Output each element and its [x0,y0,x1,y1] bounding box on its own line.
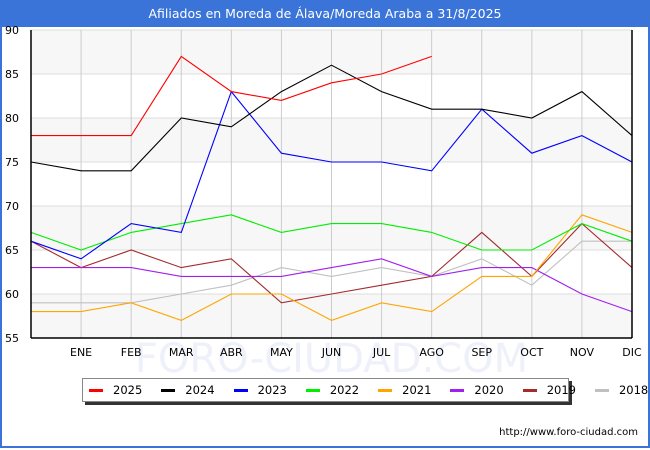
axes: 55 60 65 70 75 80 85 90 ENE FEB MAR ABR MAY JUN JUL AGO… [5,24,642,359]
series-line-2024 [30,64,633,172]
chart-title: Afiliados en Moreda de Álava/Moreda Arab… [0,0,650,27]
x-tick-label: MAR [169,346,194,359]
x-tick-label: SEP [471,346,492,359]
watermark-text: FORO-CIUDAD.COM [135,336,528,382]
legend-label: 2019 [546,383,576,397]
series-line-2020 [31,258,633,313]
legend-swatch-icon [305,388,320,392]
gridlines [31,29,632,338]
legend-swatch-icon [450,388,465,392]
legend-item-2018: 2018 [594,383,649,397]
x-tick-label: NOV [570,346,595,359]
legend-swatch-icon [378,388,393,392]
legend-swatch-icon [161,388,176,392]
y-tick-label: 65 [5,244,19,257]
x-tick-label: JUN [321,346,342,359]
legend-swatch-icon [594,388,609,392]
legend-item-2022: 2022 [305,383,360,397]
series-line-2021 [31,214,633,321]
y-tick-label: 70 [5,200,19,213]
legend-label: 2018 [618,383,649,397]
legend-label: 2020 [474,383,504,397]
legend-label: 2022 [329,383,360,397]
legend-label: 2023 [257,383,287,397]
legend-label: 2024 [185,383,215,397]
x-tick-label: AGO [419,346,444,359]
x-tick-label: JUL [372,346,391,359]
legend-swatch-icon [233,388,248,392]
x-tick-label: OCT [520,346,543,359]
y-tick-label: 75 [5,156,19,169]
legend-swatch-icon [522,388,537,392]
y-tick-label: 60 [5,288,19,301]
y-tick-label: 55 [5,332,19,345]
y-tick-label: 85 [5,68,19,81]
legend-label: 2025 [113,383,143,397]
legend-item-2019: 2019 [522,383,576,397]
x-tick-label: FEB [121,346,142,359]
x-tick-label: DIC [622,346,642,359]
y-tick-label: 80 [5,112,19,125]
x-tick-label: ABR [220,346,243,359]
series-line-2022 [30,214,633,251]
data-series [30,55,633,321]
x-tick-label: ENE [70,346,92,359]
legend-item-2024: 2024 [161,383,215,397]
legend-item-2025: 2025 [89,383,142,397]
series-line-2023 [30,90,633,260]
y-tick-label: 90 [5,24,19,37]
watermark: FORO-CIUDAD.COM [135,336,528,382]
legend: 2025 2024 2023 2022 2021 2020 2019 2018 [82,378,648,402]
series-line-2025 [31,55,432,137]
source-url: http://www.foro-ciudad.com [499,427,638,438]
legend-swatch-icon [89,388,103,392]
legend-label: 2021 [402,383,432,397]
x-tick-label: MAY [270,346,293,359]
legend-item-2020: 2020 [450,383,504,397]
legend-item-2023: 2023 [233,383,287,397]
legend-item-2021: 2021 [378,383,431,397]
